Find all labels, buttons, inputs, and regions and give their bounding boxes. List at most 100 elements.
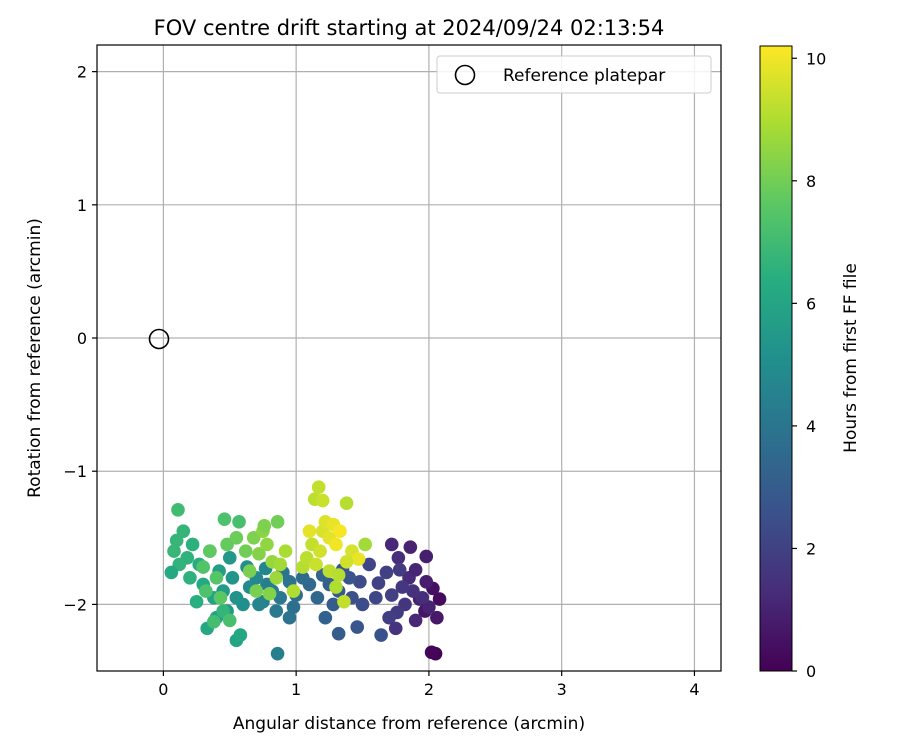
colorbar-tick-label: 8 [806,172,816,191]
data-point [270,646,285,661]
data-point [432,592,447,606]
data-point [295,570,310,585]
data-point [355,597,370,612]
x-tick-label: 0 [158,680,168,699]
data-point [362,557,376,572]
data-point [382,610,396,625]
reference-marker [148,328,170,350]
colorbar-tick-label: 0 [806,662,816,681]
data-point [337,594,351,609]
data-point [419,549,434,564]
data-point [329,580,343,594]
data-point [351,552,366,566]
data-point [302,524,317,538]
data-point [203,544,217,558]
x-tick-label: 2 [424,680,434,699]
data-point [273,557,288,572]
colorbar-tick-label: 2 [806,539,816,558]
data-point [222,550,237,565]
data-point [384,537,399,552]
data-point [339,496,354,510]
colorbar-gradient [759,45,793,672]
data-point [392,562,407,577]
data-point [229,531,244,545]
chart-title: FOV centre drift starting at 2024/09/24 … [154,16,665,40]
data-point [252,546,266,561]
data-point [371,576,386,590]
legend-box [436,55,712,94]
data-point [164,565,179,580]
data-point [171,503,185,517]
y-tick-label: 0 [77,329,87,348]
data-point [315,493,330,508]
data-point [269,604,284,618]
data-point [252,597,266,612]
data-point [270,515,285,529]
data-point [374,628,388,642]
data-point [391,550,406,565]
colorbar-ticks: 0 2 4 6 8 10 [792,49,826,681]
data-point [430,610,444,625]
data-point [199,584,213,598]
y-tick-label: −2 [63,595,87,614]
data-point [329,537,343,552]
data-point [309,557,323,572]
data-point [339,554,354,569]
data-point [229,590,244,605]
data-point [209,570,224,585]
data-point [278,544,293,558]
data-point [257,519,272,533]
data-point [379,565,394,580]
data-point [313,544,327,558]
data-point [408,562,423,577]
data-point [232,515,246,529]
y-tick-label: −1 [63,462,87,481]
data-point [189,594,204,609]
data-point [350,620,365,634]
data-point [331,568,346,582]
data-point [286,600,301,614]
data-point [222,613,237,628]
data-point [326,597,341,612]
data-point [424,645,439,660]
data-point [286,584,301,598]
data-point [238,544,253,558]
legend: Reference platepar [436,55,712,94]
x-tick-label: 4 [689,680,699,699]
y-tick-label: 2 [77,63,87,82]
data-point [384,588,399,602]
data-point [269,570,284,585]
colorbar: 0 2 4 6 8 10 Hours from first FF file [759,45,861,681]
data-point [353,574,367,589]
data-point [331,626,346,641]
y-tick-label: 1 [77,196,87,215]
data-point [395,580,410,594]
colorbar-tick-label: 6 [806,294,816,313]
data-point [406,584,420,598]
data-point [169,533,184,548]
colorbar-tick-label: 10 [806,49,826,68]
data-point [358,537,372,552]
x-tick-label: 1 [291,680,301,699]
axis-ticks: 0 1 2 3 4 −2 −1 0 1 2 [63,63,699,699]
data-point [333,524,347,538]
data-point [262,586,277,601]
data-point [225,570,240,585]
data-point [217,512,232,526]
data-point [242,564,257,578]
data-point [388,621,403,636]
data-point [233,628,248,642]
colorbar-tick-label: 4 [806,417,816,436]
y-axis-label: Rotation from reference (arcmin) [25,218,45,498]
data-point [282,610,297,625]
data-point [213,590,228,605]
data-point [196,560,211,574]
data-points [164,480,447,661]
data-point [183,570,197,585]
data-point [369,590,383,605]
data-point [318,610,333,625]
x-tick-label: 3 [557,680,567,699]
plot-frame [96,44,722,672]
data-point [408,613,423,628]
